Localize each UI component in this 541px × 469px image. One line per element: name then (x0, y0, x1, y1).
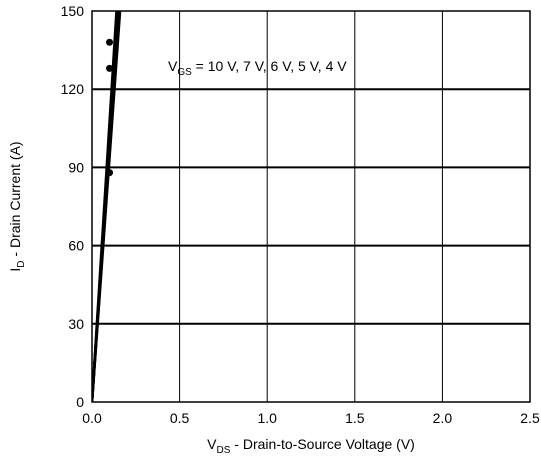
data-marker-0 (106, 38, 114, 46)
x-axis-title-subscript: DS (217, 445, 231, 456)
annotation-subscript: GS (177, 67, 192, 78)
x-tick-label-3: 1.5 (345, 410, 365, 426)
y-axis-title-rest: - Drain Current (A) (7, 141, 23, 260)
data-marker-1 (106, 64, 114, 72)
x-tick-label-4: 2.0 (433, 410, 453, 426)
y-axis-title: ID - Drain Current (A) (7, 141, 27, 271)
annotation-main: V (168, 58, 178, 74)
data-marker-2 (106, 169, 114, 177)
x-axis-title-rest: - Drain-to-Source Voltage (V) (230, 436, 414, 452)
y-axis-title-main: I (7, 268, 23, 272)
y-tick-label-1: 30 (68, 316, 84, 332)
y-tick-label-4: 120 (61, 81, 85, 97)
series-line-4 (92, 11, 122, 402)
x-tick-label-2: 1.0 (257, 410, 277, 426)
plot-frame (91, 10, 531, 403)
tick-labels: 0.0 0.5 1.0 1.5 2.0 2.5 0 30 60 90 120 150 (61, 3, 540, 426)
series-layer (92, 11, 122, 402)
x-tick-label-5: 2.5 (520, 410, 540, 426)
marker-layer (106, 38, 114, 177)
vgs-annotation: VGS = 10 V, 7 V, 6 V, 5 V, 4 V (168, 58, 347, 78)
x-axis-title: VDS - Drain-to-Source Voltage (V) (207, 436, 415, 456)
x-tick-label-0: 0.0 (82, 410, 102, 426)
x-axis-title-main: V (207, 436, 217, 452)
grid-layer (92, 11, 530, 402)
y-tick-label-2: 60 (68, 238, 84, 254)
y-axis-title-subscript: D (16, 260, 27, 267)
y-tick-label-3: 90 (68, 159, 84, 175)
x-tick-label-1: 0.5 (170, 410, 190, 426)
annotation-rest: = 10 V, 7 V, 6 V, 5 V, 4 V (192, 58, 347, 74)
y-tick-label-0: 0 (76, 394, 84, 410)
y-tick-label-5: 150 (61, 3, 85, 19)
